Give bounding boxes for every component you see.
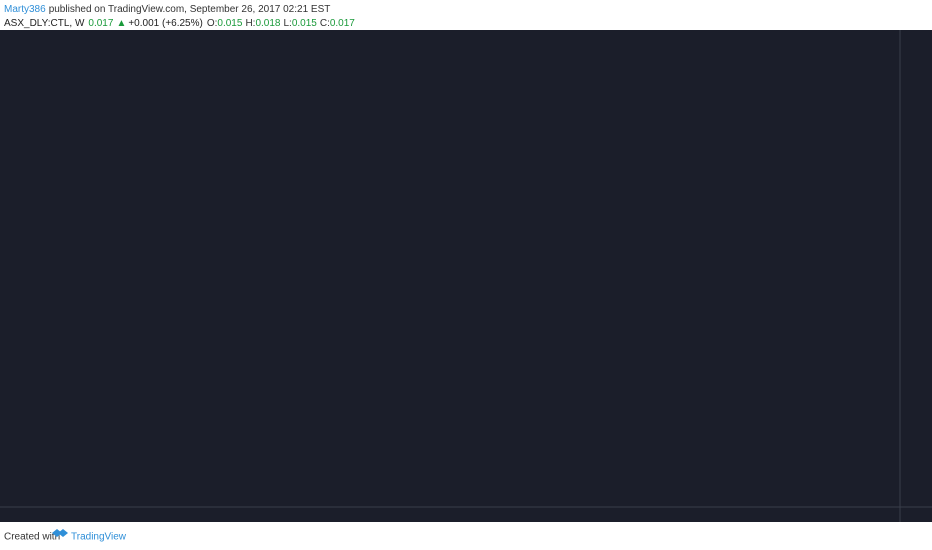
c-value: 0.017	[330, 18, 355, 29]
up-arrow: ▲	[116, 18, 126, 29]
l-label: L:	[283, 18, 291, 29]
last-price: 0.017	[88, 18, 113, 29]
legend: ASX_DLY:CTL, W 0.017 ▲ +0.001 (+6.25%) O:0.0…	[4, 18, 355, 29]
brand-logo	[52, 529, 68, 537]
author[interactable]: Marty386	[4, 4, 46, 15]
footer-created: Created with	[4, 532, 60, 543]
change: +0.001 (+6.25%)	[128, 18, 203, 29]
o-value: 0.015	[217, 18, 242, 29]
symbol: ASX_DLY:CTL, W	[4, 18, 85, 29]
header: Marty386 published on TradingView.com, Se…	[4, 4, 330, 15]
l-value: 0.015	[292, 18, 317, 29]
c-label: C:	[320, 18, 330, 29]
o-label: O:	[207, 18, 218, 29]
footer-brand[interactable]: TradingView	[71, 532, 127, 543]
published: published on TradingView.com, September …	[49, 4, 331, 15]
h-value: 0.018	[255, 18, 280, 29]
chart-background	[0, 30, 932, 522]
h-label: H:	[245, 18, 255, 29]
